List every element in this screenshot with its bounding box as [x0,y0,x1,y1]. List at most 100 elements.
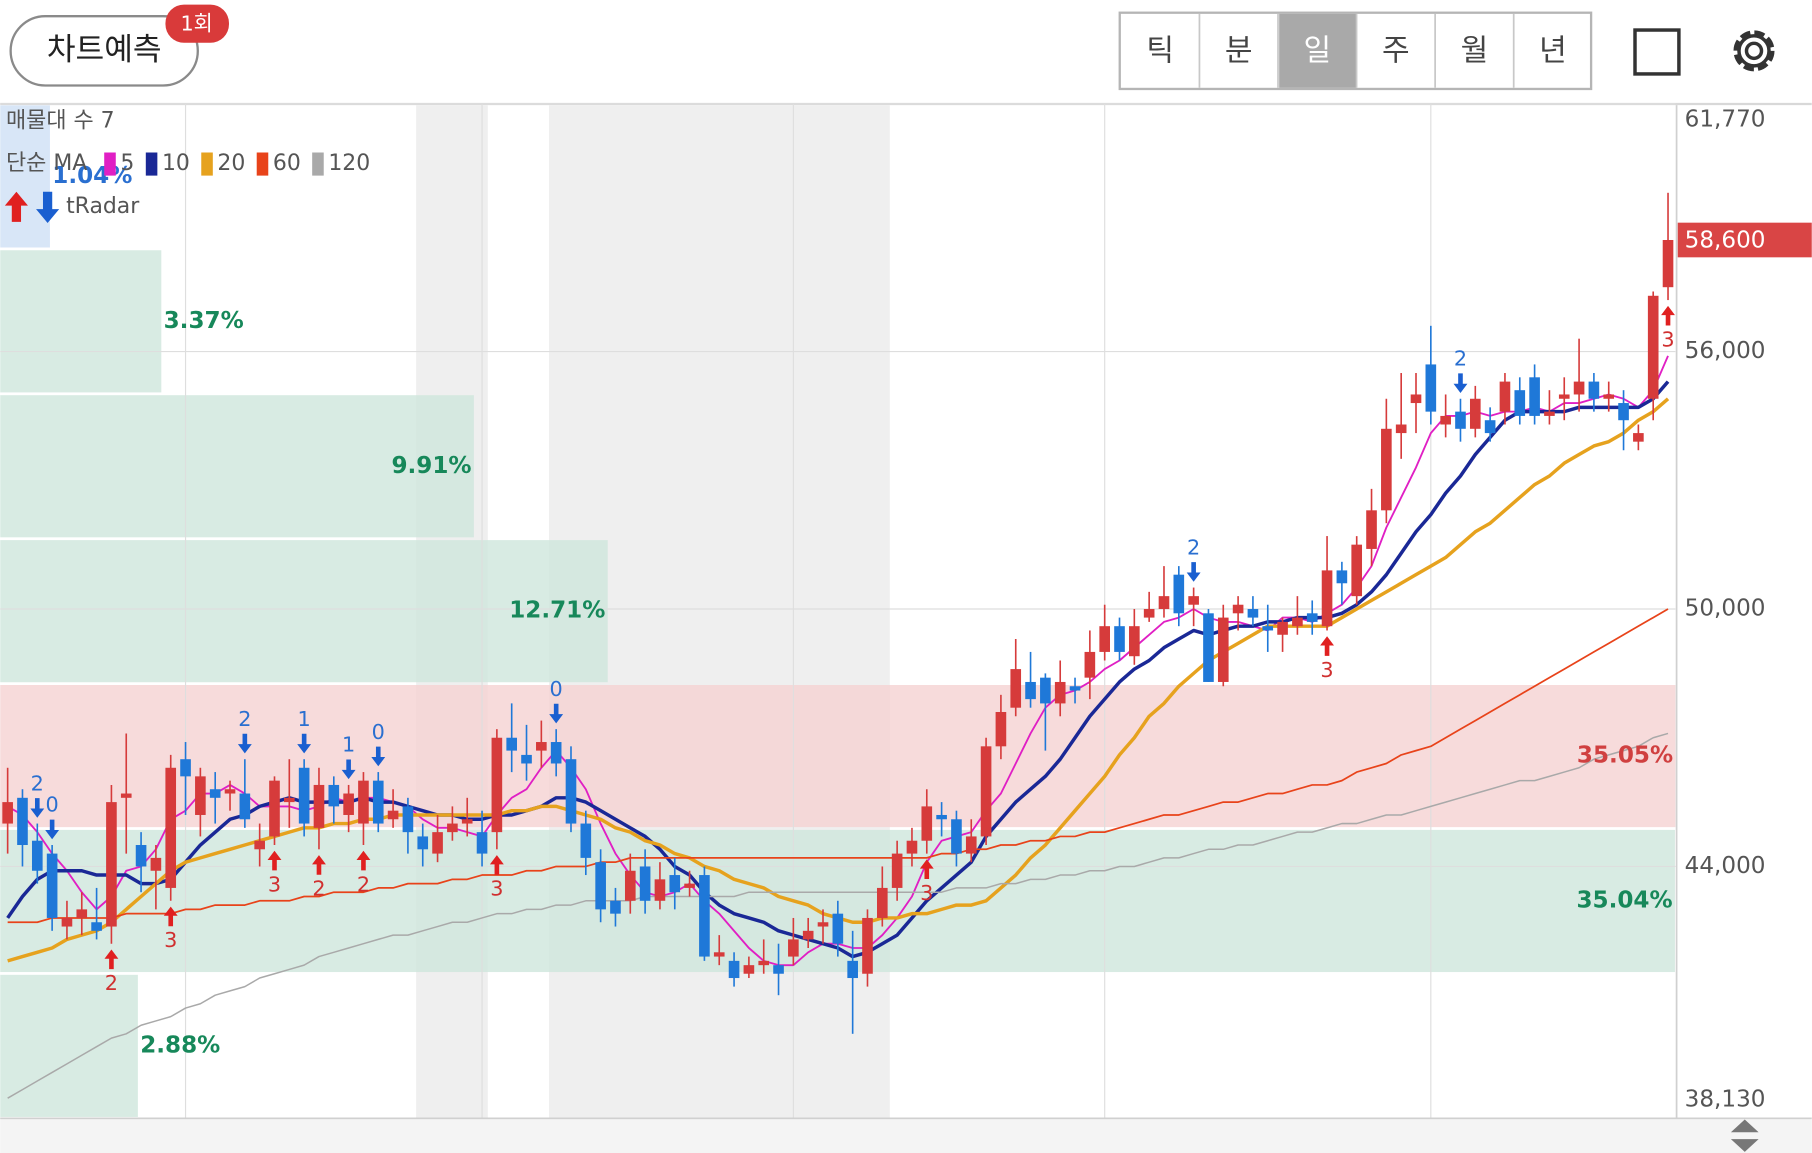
candle-body [802,930,814,940]
candle-body [284,797,295,803]
sell-arrow [1186,562,1201,582]
volume-profile-bar [0,685,1676,828]
buy-signal-label: 2 [357,872,370,896]
candle-body [1603,394,1615,399]
badge [165,4,229,43]
volume-profile-label: 3.37% [164,308,244,334]
candle-body [1514,390,1526,416]
candle-body [891,853,903,888]
candle-body [150,857,162,871]
period-button[interactable]: 주 [1382,33,1410,68]
candle-body [610,900,621,914]
last-price-label: 58,600 [1685,228,1766,254]
candle-body [106,802,117,927]
candle-body [1455,411,1466,429]
candle-body [980,746,992,837]
buy-arrow [1320,636,1334,656]
toolbar: 차트예측 1회 틱 분 일 주 월 년 [0,4,1812,106]
sell-arrow [45,819,60,840]
predict-button-label[interactable]: 차트예측 [47,32,162,68]
legend-swatch [104,152,116,176]
buy-signal-label: 3 [920,881,933,905]
period-button[interactable]: 일 [1303,33,1331,68]
buy-arrow [267,850,282,871]
candle-body [921,806,933,841]
candle-body [1054,681,1066,704]
candle-body [343,793,354,815]
candle-body [862,917,873,974]
candle-body [91,922,102,931]
legend-swatch [145,152,158,176]
candle-body [1529,377,1540,416]
candle-body [536,742,547,751]
candle-body [76,909,88,918]
candle-body [1306,613,1318,622]
candle-body [506,737,518,751]
sell-arrow [297,733,312,754]
buy-arrow [312,855,326,875]
candle-body [1099,626,1110,652]
settings-icon[interactable] [1733,30,1775,72]
candle-body [1469,398,1481,429]
buy-signal-label: 3 [164,928,177,952]
fullscreen-icon[interactable] [1633,28,1681,76]
candle-body [1158,596,1170,610]
candle-body [817,922,829,927]
candle-body [595,862,606,910]
candle-body [1143,609,1155,618]
candle-body [17,797,28,846]
candle-body [1025,681,1036,700]
candle-body [1114,626,1125,652]
legend-label: 120 [328,151,370,176]
candle-body [713,952,725,957]
candle-body [995,711,1007,747]
period-button[interactable]: 월 [1461,33,1489,68]
legend-label: 60 [273,151,301,176]
candle-body [1633,433,1644,442]
volume-profile-title: 매물대 수 7 [6,108,115,133]
candle-body [298,767,310,824]
volume-profile-label: 35.05% [1577,743,1673,769]
candle-body [965,836,977,854]
candle-body [1558,394,1570,399]
period-button[interactable]: 분 [1225,33,1253,68]
candle-body [1247,609,1259,618]
volume-profile-bar [0,395,474,538]
candle-body [1366,510,1377,549]
candle-body [1662,239,1674,288]
legend-label: 20 [217,151,245,176]
buy-signal-label: 3 [1320,658,1333,682]
candle-body [135,845,147,867]
candle-body [1440,415,1451,425]
candle-body [180,759,191,777]
period-button[interactable]: 년 [1539,33,1567,68]
sell-arrow [30,798,45,818]
candle-body [1588,381,1600,399]
sell-arrow [549,703,564,724]
candle-body [1069,686,1081,691]
period-button[interactable]: 틱 [1146,33,1174,68]
candle-body [165,767,177,888]
sell-signal-label: 2 [238,707,251,731]
candle-body [2,802,13,824]
candle-body [1336,570,1348,584]
y-tick-label: 56,000 [1685,338,1766,364]
sell-signal-label: 0 [46,793,59,817]
candle-body [521,754,532,764]
scroll-icon[interactable] [1730,1119,1759,1152]
sell-signal-label: 1 [298,707,311,731]
candle-body [1010,669,1022,708]
candle-body [358,780,369,824]
buy-arrow [163,906,178,927]
legend-label: 5 [120,151,134,176]
volume-profile-label: 9.91% [391,453,471,479]
candle-body [699,875,710,957]
candle-body [1381,428,1392,511]
legend-swatch [256,152,269,176]
predict-button[interactable] [9,15,199,87]
sell-signal-label: 1 [342,733,355,757]
sell-arrow [371,746,386,767]
candle-body [195,776,206,815]
